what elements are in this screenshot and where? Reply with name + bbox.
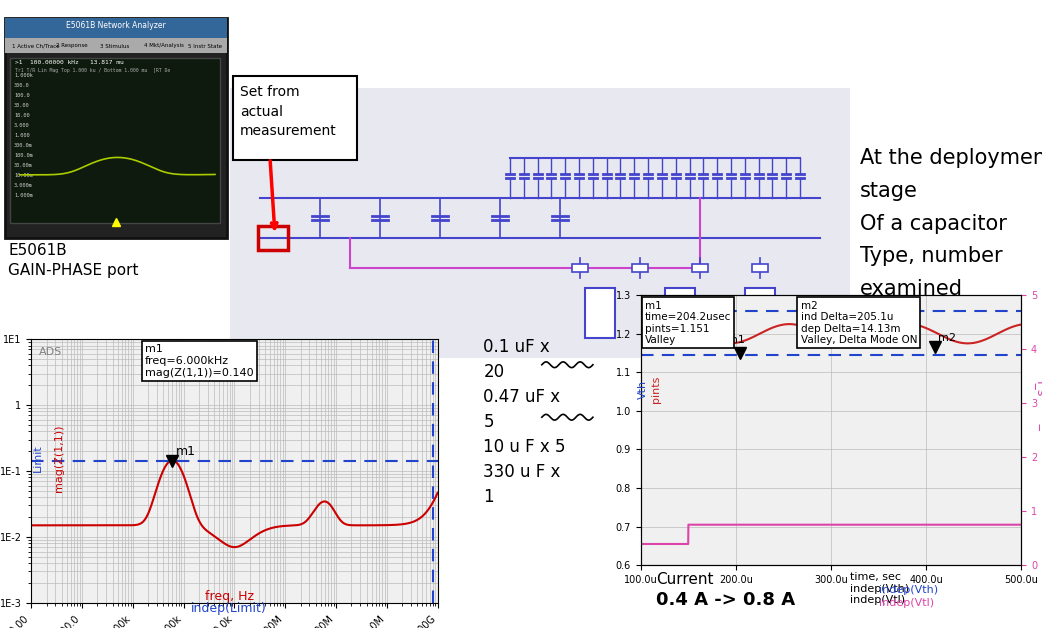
- Text: indep(Limit): indep(Limit): [192, 602, 267, 615]
- Bar: [572, 264, 588, 272]
- Text: 30.00: 30.00: [14, 103, 29, 108]
- Text: indep(Vtl): indep(Vtl): [878, 598, 934, 608]
- Text: ADS: ADS: [40, 347, 63, 357]
- Text: 100.0: 100.0: [14, 93, 29, 98]
- Text: m1
time=204.2usec
pints=1.151
Valley: m1 time=204.2usec pints=1.151 Valley: [645, 301, 731, 345]
- Text: 30.00m: 30.00m: [14, 163, 32, 168]
- Bar: [752, 264, 768, 272]
- Text: 300.0m: 300.0m: [14, 143, 32, 148]
- Text: E5061B Network Analyzer: E5061B Network Analyzer: [66, 21, 166, 30]
- Text: 100.0m: 100.0m: [14, 153, 32, 158]
- Text: I_s: I_s: [1034, 381, 1042, 398]
- Text: 1.000k: 1.000k: [14, 73, 32, 78]
- Text: Vth: Vth: [638, 380, 648, 399]
- Text: Limit: Limit: [33, 445, 44, 472]
- Bar: [665, 288, 695, 338]
- Bar: [258, 226, 288, 250]
- Text: m1
freq=6.000kHz
mag(Z(1,1))=0.140: m1 freq=6.000kHz mag(Z(1,1))=0.140: [145, 344, 253, 377]
- Text: >1  100.00000 kHz   13.817 mu: >1 100.00000 kHz 13.817 mu: [15, 60, 124, 65]
- Bar: [10, 58, 220, 223]
- Text: At the deployment
stage
Of a capacitor
Type, number
examined: At the deployment stage Of a capacitor T…: [860, 148, 1042, 299]
- Text: mag(Z(1,1)): mag(Z(1,1)): [54, 425, 65, 492]
- Text: 2 Response: 2 Response: [56, 43, 88, 48]
- Bar: [230, 88, 850, 358]
- Text: 1 Active Ch/Trace: 1 Active Ch/Trace: [13, 43, 59, 48]
- Bar: [692, 264, 708, 272]
- Text: Tr1 T/R Lin Mag Top 1.000 ku / Bottom 1.000 mu  [RT De: Tr1 T/R Lin Mag Top 1.000 ku / Bottom 1.…: [15, 68, 170, 73]
- Text: m1: m1: [176, 445, 196, 458]
- Bar: [632, 264, 648, 272]
- Text: m2
ind Delta=205.1u
dep Delta=14.13m
Valley, Delta Mode ON: m2 ind Delta=205.1u dep Delta=14.13m Val…: [800, 301, 917, 345]
- Bar: [5, 18, 227, 238]
- Y-axis label: I_s: I_s: [1038, 422, 1042, 438]
- Text: 5 Instr State: 5 Instr State: [188, 43, 222, 48]
- Bar: [745, 288, 775, 338]
- Text: time, sec
indep(Vth)
indep(Vtl): time, sec indep(Vth) indep(Vtl): [850, 572, 909, 605]
- Text: E5061B
GAIN-PHASE port: E5061B GAIN-PHASE port: [8, 243, 139, 278]
- Bar: [585, 288, 615, 338]
- Text: 10.00m: 10.00m: [14, 173, 32, 178]
- Text: 3.000: 3.000: [14, 123, 29, 128]
- FancyBboxPatch shape: [233, 76, 357, 160]
- Text: 4 Mkt/Analysis: 4 Mkt/Analysis: [144, 43, 183, 48]
- Bar: [5, 38, 227, 53]
- Text: 1.000m: 1.000m: [14, 193, 32, 198]
- Text: freq, Hz: freq, Hz: [204, 590, 254, 603]
- Text: ADS: ADS: [645, 303, 668, 313]
- Text: m2: m2: [939, 333, 957, 344]
- Bar: [5, 18, 227, 38]
- Text: 1.000: 1.000: [14, 133, 29, 138]
- Text: 0.1 uF x
20
0.47 uF x
5
10 u F x 5
330 u F x
1: 0.1 uF x 20 0.47 uF x 5 10 u F x 5 330 u…: [483, 338, 566, 507]
- Text: 3.000m: 3.000m: [14, 183, 32, 188]
- Text: 300.0: 300.0: [14, 83, 29, 88]
- Text: 3 Stimulus: 3 Stimulus: [100, 43, 129, 48]
- Text: pints: pints: [651, 376, 662, 403]
- Text: m1: m1: [727, 335, 745, 345]
- Text: Set from
actual
measurement: Set from actual measurement: [240, 85, 337, 138]
- Text: 0.4 A -> 0.8 A: 0.4 A -> 0.8 A: [656, 591, 795, 609]
- Text: 10.00: 10.00: [14, 113, 29, 118]
- Text: indep(Vth): indep(Vth): [878, 585, 938, 595]
- Text: Current: Current: [656, 572, 714, 587]
